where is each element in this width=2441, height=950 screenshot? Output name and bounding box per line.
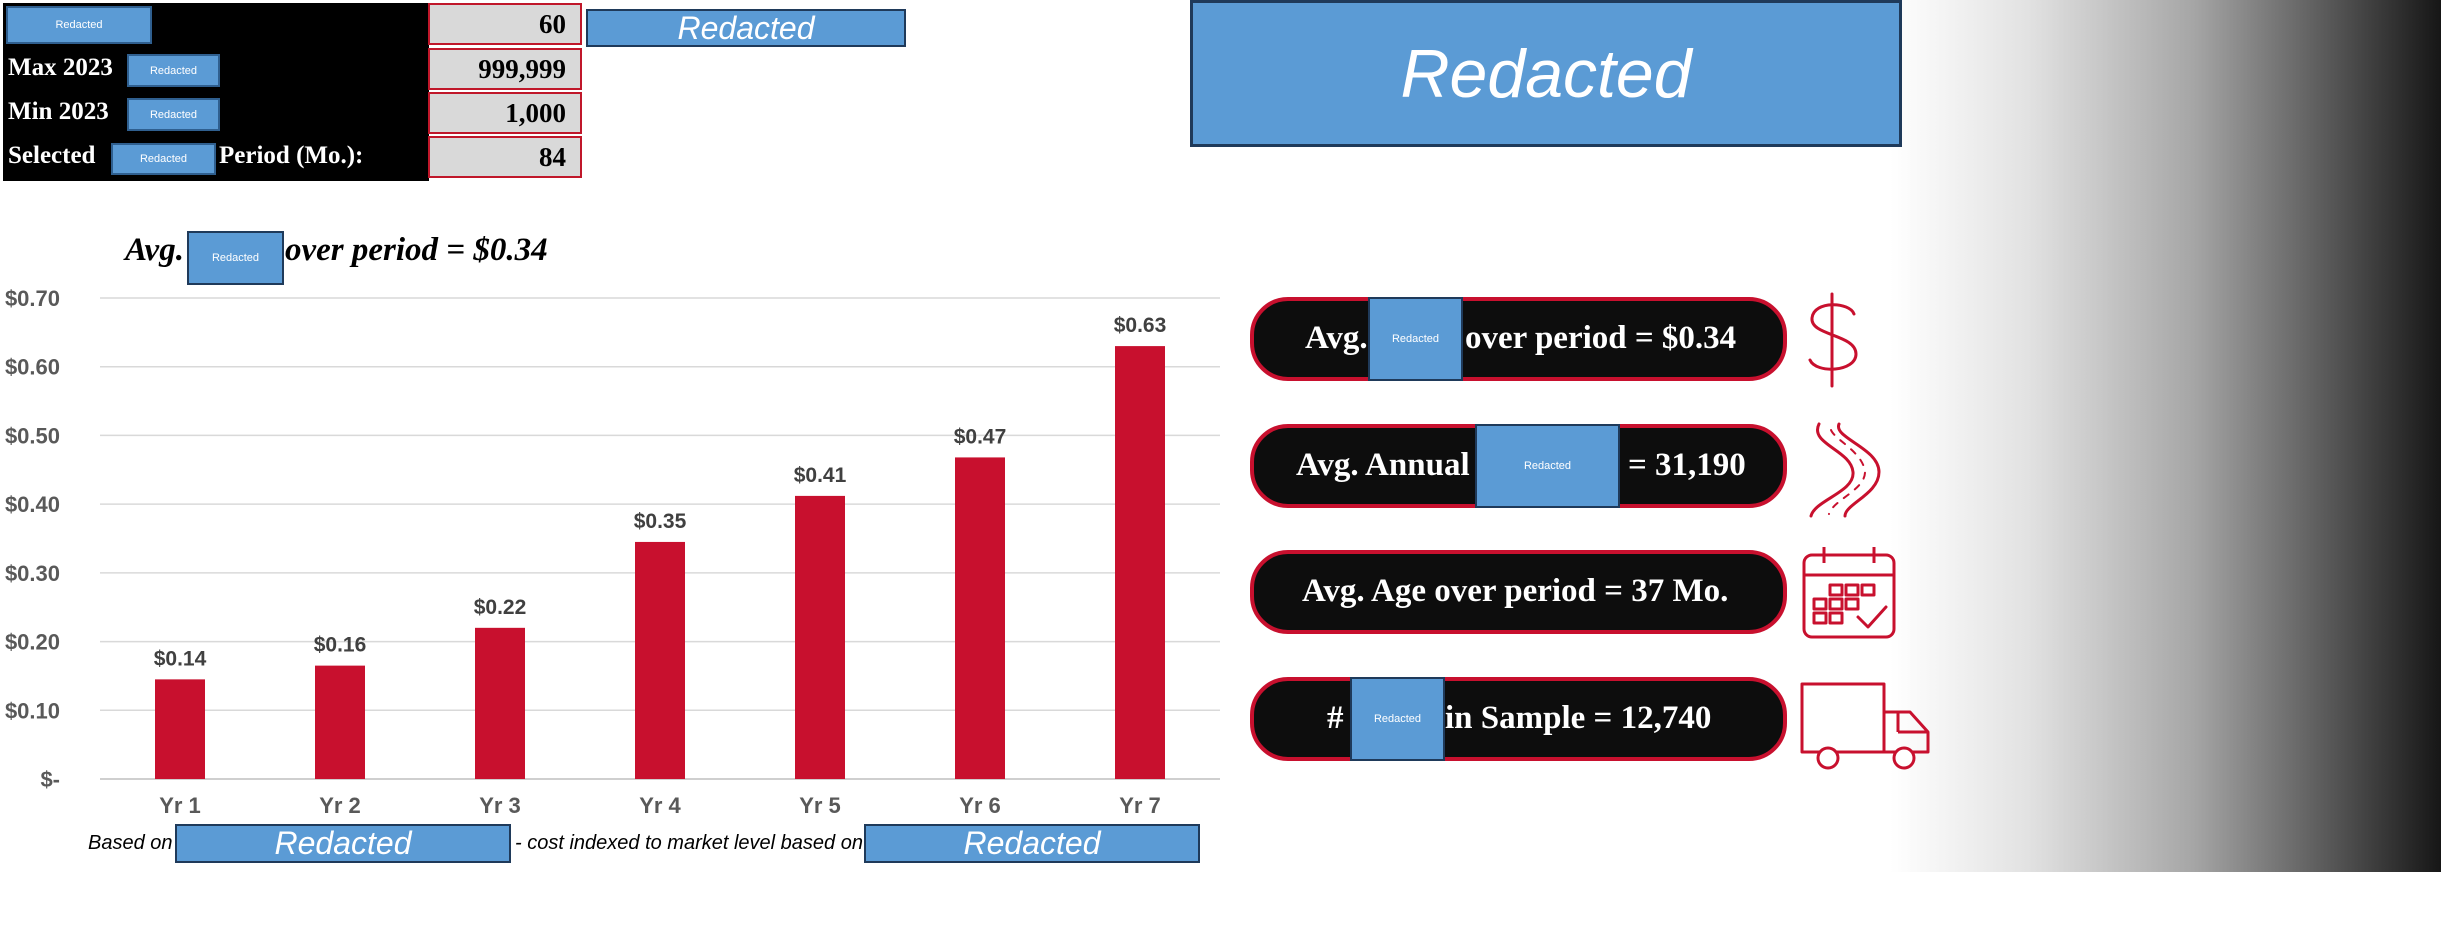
- truck-icon: [1800, 682, 1930, 770]
- redacted-stat-annual: Redacted: [1475, 424, 1620, 508]
- redacted-selected: Redacted: [111, 143, 216, 175]
- stat-age-text: Avg. Age over period = 37 Mo.: [1302, 573, 1729, 609]
- max-value[interactable]: 999,999: [428, 48, 582, 90]
- bar: [795, 495, 845, 779]
- bar: [315, 665, 365, 779]
- stat-age-pill: [1250, 550, 1787, 634]
- stat-avg-pill: [1250, 297, 1787, 381]
- y-tick-label: $0.40: [5, 492, 60, 517]
- bar: [635, 541, 685, 779]
- footnote-indexed: - cost indexed to market level based on: [515, 832, 863, 854]
- redacted-min: Redacted: [127, 98, 220, 131]
- redacted-max: Redacted: [127, 54, 220, 87]
- data-label: $0.47: [954, 425, 1007, 448]
- period-value[interactable]: 84: [428, 136, 582, 178]
- min-label: Min 2023: [8, 98, 109, 125]
- setting-value-row1[interactable]: 60: [428, 3, 582, 45]
- redacted-chart-title: Redacted: [187, 231, 284, 285]
- x-tick-label: Yr 2: [319, 793, 361, 818]
- y-tick-label: $0.60: [5, 355, 60, 380]
- period-label: Period (Mo.):: [219, 142, 364, 169]
- redacted-setting-label: Redacted: [6, 6, 152, 44]
- dollar-icon: [1808, 292, 1858, 388]
- bar: [955, 457, 1005, 779]
- x-tick-label: Yr 3: [479, 793, 521, 818]
- stat-annual-prefix: Avg. Annual: [1296, 447, 1470, 483]
- stat-sample-prefix: #: [1327, 700, 1344, 736]
- y-tick-label: $0.30: [5, 561, 60, 586]
- calendar-icon: [1802, 547, 1896, 639]
- x-tick-label: Yr 7: [1119, 793, 1161, 818]
- x-tick-label: Yr 5: [799, 793, 841, 818]
- redacted-footnote-1: Redacted: [175, 824, 511, 863]
- bar-chart: $- $0.10 $0.20 $0.30 $0.40 $0.50 $0.60 $0.70 $0.…: [5, 286, 1220, 818]
- data-label: $0.16: [314, 634, 367, 657]
- redacted-header-large: Redacted: [1190, 0, 1902, 147]
- chart-title: Avg.: [125, 232, 184, 269]
- y-tick-label: $-: [40, 767, 60, 792]
- road-icon: [1809, 422, 1881, 518]
- y-tick-label: $0.20: [5, 630, 60, 655]
- data-label: $0.63: [1114, 314, 1167, 337]
- data-label: $0.41: [794, 464, 847, 487]
- chart-title-suffix: over period = $0.34: [285, 232, 548, 268]
- bar: [1115, 346, 1165, 779]
- redacted-footnote-2: Redacted: [864, 824, 1200, 863]
- data-label: $0.14: [154, 647, 207, 670]
- bar: [155, 679, 205, 779]
- bar: [475, 627, 525, 779]
- stat-avg-prefix: Avg.: [1305, 320, 1368, 356]
- x-tick-label: Yr 4: [639, 793, 681, 818]
- min-value[interactable]: 1,000: [428, 92, 582, 134]
- y-tick-label: $0.10: [5, 698, 60, 723]
- stat-annual-suffix: = 31,190: [1628, 447, 1746, 483]
- redacted-stat-avg: Redacted: [1368, 297, 1463, 381]
- background-gradient: [1890, 0, 2441, 872]
- max-label: Max 2023: [8, 54, 113, 81]
- stat-sample-suffix: in Sample = 12,740: [1445, 700, 1712, 736]
- footnote-based-on: Based on: [88, 832, 173, 854]
- selected-label: Selected: [8, 142, 96, 169]
- redacted-header-small: Redacted: [586, 9, 906, 47]
- x-tick-label: Yr 6: [959, 793, 1001, 818]
- data-label: $0.22: [474, 596, 527, 619]
- stat-avg-suffix: over period = $0.34: [1465, 320, 1737, 356]
- y-tick-label: $0.70: [5, 286, 60, 311]
- y-tick-label: $0.50: [5, 423, 60, 448]
- data-label: $0.35: [634, 510, 687, 533]
- x-tick-label: Yr 1: [159, 793, 201, 818]
- chart-title-prefix: Avg.: [125, 232, 184, 268]
- redacted-stat-sample: Redacted: [1350, 677, 1445, 761]
- stat-sample-pill: [1250, 677, 1787, 761]
